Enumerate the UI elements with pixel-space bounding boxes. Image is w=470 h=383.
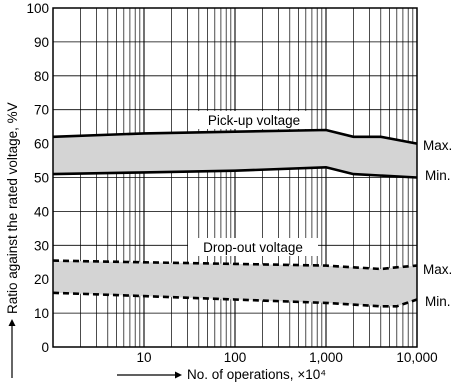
annotation-dropout: Drop-out voltage	[203, 240, 303, 255]
label-pickup-min: Min.	[425, 168, 451, 183]
x-tick-label: 100	[224, 350, 247, 365]
annotation-pickup-bg	[197, 111, 311, 129]
x-tick-label: 10,000	[396, 350, 437, 365]
y-tick-label: 70	[34, 103, 49, 118]
y-tick-label: 80	[34, 69, 49, 84]
band-fill-0	[53, 130, 417, 178]
y-tick-label: 90	[34, 35, 49, 50]
label-dropout-min: Min.	[425, 294, 451, 309]
label-pickup-max: Max.	[423, 138, 452, 153]
series-lines	[52, 128, 418, 308]
x-axis-arrow-head	[175, 371, 182, 379]
label-dropout-max: Max.	[423, 262, 452, 277]
y-tick-label: 20	[34, 272, 49, 287]
y-tick-label: 0	[41, 340, 49, 355]
x-tick-label: 1,000	[309, 350, 343, 365]
plot-area-frame	[52, 7, 418, 348]
annotation-pickup: Pick-up voltage	[208, 113, 300, 128]
y-tick-label: 100	[26, 1, 49, 16]
annotation-dropout-bg	[188, 238, 318, 256]
series-line-1-lower	[52, 291, 418, 308]
y-tick-label: 60	[34, 137, 49, 152]
series-line-0-upper	[52, 128, 418, 145]
series-line-1-upper	[52, 259, 418, 271]
x-tick-label: 10	[136, 350, 151, 365]
y-axis-arrow-head	[8, 319, 16, 326]
y-tick-label: 40	[34, 204, 49, 219]
series-line-0-lower	[52, 165, 418, 179]
y-axis-label: Ratio against the rated voltage, %V	[5, 102, 20, 314]
y-tick-label: 50	[34, 171, 49, 186]
y-tick-label: 10	[34, 306, 49, 321]
tick-labels: 0 10 20 30 40 50 60 70 80 90 100 10 100 1,000 10,000	[26, 1, 437, 365]
x-axis-label: No. of operations, ×10⁴	[187, 367, 326, 382]
y-tick-label: 30	[34, 238, 49, 253]
